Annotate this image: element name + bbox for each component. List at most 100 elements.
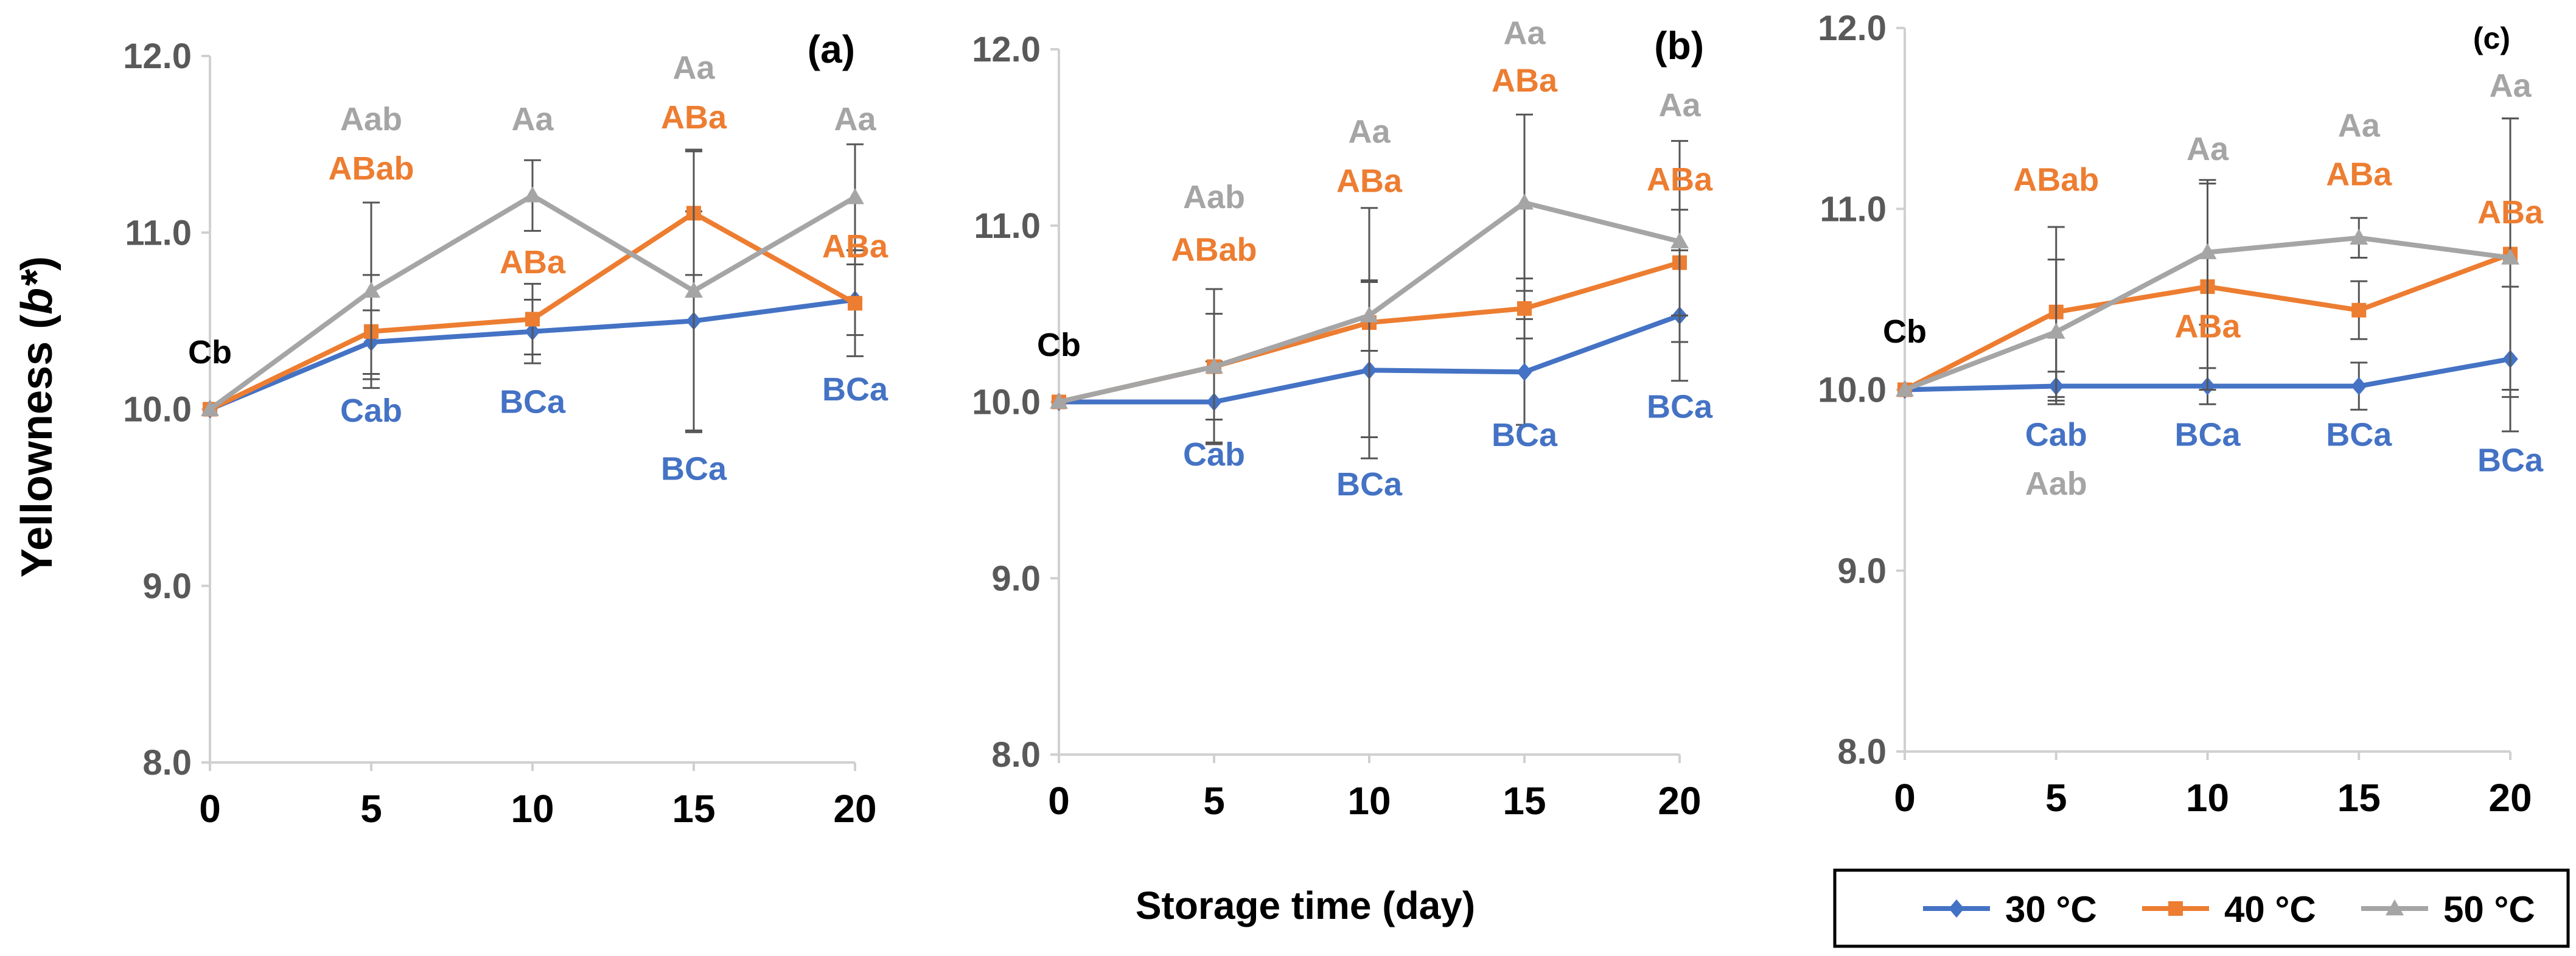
significance-label: Cb (188, 334, 232, 371)
x-tick-label: 0 (1048, 779, 1070, 823)
significance-label: Cb (1883, 313, 1927, 350)
legend: 30 °C 40 °C 50 °C (1833, 868, 2570, 948)
data-point (1050, 393, 1068, 409)
data-point (2047, 323, 2065, 339)
data-point (1360, 306, 1378, 323)
data-point (848, 296, 862, 311)
series-50C (201, 143, 864, 433)
chart-panel-3: 8.0 9.0 10.0 11.0 12.0 0 5 10 15 20 Cb ABab Cab Aab Aa… (1818, 9, 2544, 820)
x-tick-label: 5 (2045, 776, 2067, 820)
data-point (2351, 377, 2367, 396)
y-tick-label: 12.0 (1818, 9, 1887, 48)
x-tick-label: 20 (833, 787, 876, 831)
chart-panel-2: 8.0 9.0 10.0 11.0 12.0 0 5 10 15 20 Cb Aab ABab Cab Aa… (972, 15, 1713, 823)
significance-label: ABa (1647, 161, 1713, 198)
data-point (525, 312, 540, 327)
significance-label: ABa (2326, 156, 2392, 193)
significance-label: ABa (822, 228, 888, 265)
data-point (2198, 243, 2217, 259)
significance-label: Aab (340, 101, 402, 138)
y-tick-label: 8.0 (142, 743, 192, 783)
significance-label: Aab (1183, 179, 1245, 215)
significance-label: Aa (2187, 131, 2229, 167)
significance-label: BCa (1647, 389, 1713, 425)
legend-entry: 40 °C (2142, 889, 2316, 930)
series-50C (1896, 117, 2519, 405)
significance-label: Aa (672, 50, 715, 86)
legend-marker (1949, 899, 1964, 918)
y-tick-label: 10.0 (1818, 371, 1887, 410)
data-point (1517, 363, 1532, 382)
significance-label: BCa (1336, 466, 1403, 503)
data-point (201, 400, 219, 416)
y-tick-label: 10.0 (123, 390, 192, 430)
x-tick-label: 20 (2488, 776, 2532, 820)
y-tick-label: 9.0 (142, 567, 192, 606)
x-tick-label: 15 (672, 787, 715, 831)
data-point (523, 186, 542, 203)
y-axis-label-close: ) (13, 256, 61, 271)
legend-entry: 30 °C (1923, 889, 2097, 930)
y-tick-label: 10.0 (972, 383, 1041, 422)
panels-group: 8.0 9.0 10.0 11.0 12.0 0 5 10 15 20 Cb Aab ABab Cab Aa… (123, 9, 2544, 831)
data-point (2351, 302, 2367, 318)
legend-label: 30 °C (2005, 889, 2097, 930)
significance-label: Aab (2025, 466, 2087, 502)
significance-label: Aa (834, 101, 876, 138)
y-tick-label: 11.0 (1820, 189, 1887, 229)
y-axis-label-italic: b* (13, 269, 61, 315)
x-tick-label: 15 (2337, 776, 2381, 820)
significance-label: Cb (1037, 327, 1081, 363)
x-tick-label: 20 (1658, 779, 1701, 823)
legend-label: 40 °C (2224, 889, 2316, 930)
significance-label: BCa (1492, 417, 1558, 453)
y-tick-label: 9.0 (991, 559, 1041, 598)
panel-label: (b) (1654, 24, 1704, 68)
y-tick-label: 9.0 (1837, 551, 1887, 591)
significance-label: BCa (822, 371, 888, 408)
significance-label: ABa (661, 99, 727, 136)
x-tick-label: 10 (1347, 779, 1391, 823)
significance-label: BCa (2477, 442, 2544, 478)
x-tick-label: 5 (1203, 779, 1225, 823)
legend-items: 30 °C 40 °C 50 °C (1923, 889, 2535, 930)
y-tick-label: 12.0 (123, 37, 192, 76)
data-point (1896, 380, 1914, 397)
legend-entry: 50 °C (2361, 889, 2535, 930)
significance-label: Aa (1503, 15, 1546, 51)
significance-label: ABa (2477, 194, 2544, 231)
legend-marker (2168, 901, 2183, 916)
chart-panel-1: 8.0 9.0 10.0 11.0 12.0 0 5 10 15 20 Cb Aab ABab Cab Aa… (123, 27, 888, 831)
significance-label: Cab (1183, 436, 1245, 473)
legend-label: 50 °C (2443, 889, 2535, 930)
data-point (1670, 232, 1689, 249)
y-axis-label: Yellowness (b*) (13, 256, 61, 577)
x-tick-label: 10 (2186, 776, 2229, 820)
significance-label: ABab (2013, 162, 2099, 198)
data-point (685, 282, 703, 298)
series-50C (1050, 113, 1689, 420)
significance-label: BCa (661, 451, 727, 487)
significance-label: ABa (500, 244, 566, 281)
x-tick-label: 0 (1894, 776, 1916, 820)
significance-label: ABab (1171, 232, 1257, 268)
data-point (1205, 357, 1223, 374)
panel-label: (a) (808, 27, 855, 71)
significance-label: Aa (2338, 107, 2381, 144)
significance-label: Aa (1348, 114, 1391, 150)
data-point (2501, 248, 2519, 265)
data-point (846, 188, 864, 204)
significance-label: BCa (2326, 417, 2392, 453)
significance-label: ABa (1492, 63, 1558, 99)
x-axis-label: Storage time (day) (1136, 884, 1475, 927)
significance-label: BCa (500, 383, 566, 420)
significance-label: Aa (2489, 68, 2532, 104)
significance-label: ABab (328, 150, 414, 187)
data-point (2350, 228, 2368, 245)
significance-label: Aa (511, 101, 554, 138)
data-point (1515, 194, 1534, 210)
x-tick-label: 0 (199, 787, 221, 831)
x-tick-label: 15 (1503, 779, 1546, 823)
y-tick-label: 8.0 (1837, 732, 1887, 772)
significance-label: Cab (2025, 417, 2087, 453)
